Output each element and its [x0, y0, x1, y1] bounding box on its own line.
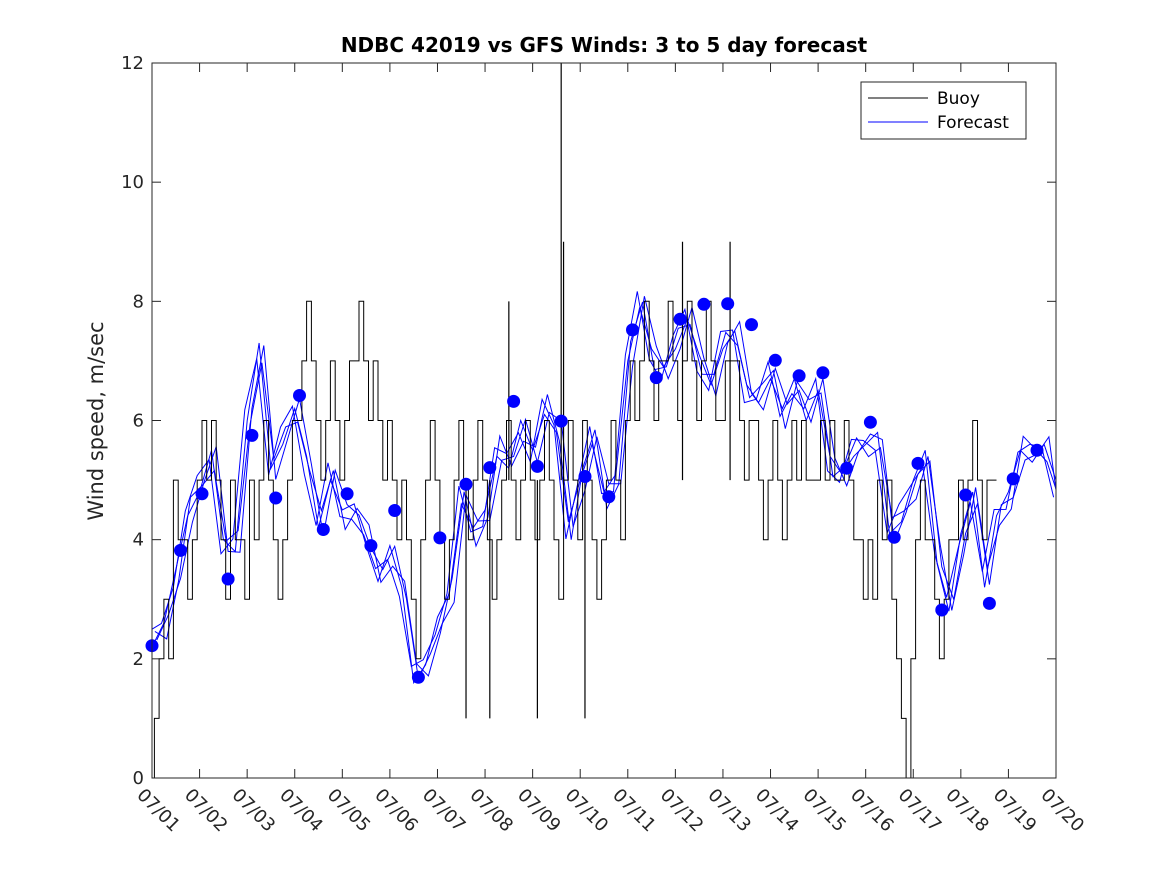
forecast-marker	[1006, 472, 1020, 486]
forecast-marker	[459, 477, 473, 491]
x-tick-label: 07/10	[561, 785, 613, 837]
y-tick-label: 4	[133, 530, 144, 551]
y-tick-label: 8	[133, 291, 144, 312]
forecast-marker	[649, 371, 663, 385]
x-tick-label: 07/17	[894, 785, 946, 837]
forecast-marker	[411, 670, 425, 684]
forecast-marker	[745, 318, 758, 332]
forecast-series-line	[151, 291, 1055, 668]
forecast-marker	[578, 470, 592, 483]
y-axis: 0 2 4 6 8 10 12	[121, 53, 1056, 789]
x-tick-label: 07/06	[370, 785, 422, 837]
forecast-marker	[316, 523, 330, 536]
forecast-series-line	[156, 296, 1057, 681]
forecast-marker	[364, 539, 378, 553]
legend-forecast-label: Forecast	[937, 113, 1009, 133]
forecast-marker	[840, 461, 854, 475]
plot-lines	[151, 63, 1057, 779]
x-tick-label: 07/02	[180, 785, 232, 837]
x-tick-label: 07/15	[799, 785, 851, 837]
y-tick-label: 10	[121, 172, 144, 193]
forecast-marker	[911, 456, 925, 470]
y-tick-label: 6	[133, 411, 144, 432]
forecast-marker	[174, 543, 187, 557]
forecast-marker	[768, 353, 782, 367]
forecast-marker	[245, 428, 259, 442]
plot-background	[152, 63, 1056, 778]
buoy-series-line	[152, 300, 997, 779]
y-axis-label: Wind speed, m/sec	[84, 321, 108, 520]
forecast-marker	[792, 369, 806, 383]
forecast-marker	[697, 297, 711, 311]
x-tick-label: 07/13	[703, 785, 755, 837]
forecast-marker	[602, 490, 616, 504]
forecast-marker	[935, 603, 949, 617]
forecast-marker	[554, 414, 568, 428]
x-tick-label: 07/04	[275, 785, 327, 837]
x-tick-label: 07/11	[608, 785, 660, 837]
forecast-marker	[721, 297, 735, 311]
forecast-marker	[982, 596, 996, 610]
forecast-marker	[293, 389, 306, 402]
x-tick-label: 07/16	[846, 785, 898, 837]
y-tick-label: 0	[133, 768, 144, 789]
forecast-marker	[887, 530, 901, 544]
forecast-marker	[816, 366, 830, 380]
forecast-marker	[530, 459, 544, 473]
y-tick-label: 12	[121, 53, 144, 74]
x-tick-label: 07/12	[656, 785, 708, 837]
forecast-marker	[673, 312, 687, 326]
forecast-marker	[507, 394, 521, 408]
forecast-marker	[626, 323, 639, 337]
forecast-marker	[863, 415, 877, 429]
x-tick-label: 07/01	[132, 785, 184, 837]
x-tick-label: 07/19	[989, 785, 1041, 837]
forecast-marker	[221, 572, 235, 586]
forecast-marker	[388, 504, 402, 517]
legend: Buoy Forecast	[860, 81, 1027, 140]
chart-title: NDBC 42019 vs GFS Winds: 3 to 5 day fore…	[341, 33, 868, 57]
legend-box	[860, 81, 1027, 140]
forecast-marker	[195, 487, 209, 501]
forecast-marker	[959, 488, 973, 502]
forecast-marker	[483, 461, 497, 475]
forecast-marker	[340, 487, 354, 501]
x-tick-label: 07/14	[751, 785, 803, 837]
x-tick-label: 07/20	[1036, 785, 1088, 837]
y-tick-label: 2	[133, 649, 144, 670]
forecast-marker	[433, 531, 447, 545]
x-tick-label: 07/03	[228, 785, 280, 837]
forecast-marker	[1030, 443, 1044, 457]
plot-markers	[145, 297, 1044, 684]
x-tick-label: 07/08	[466, 785, 518, 837]
legend-buoy-label: Buoy	[937, 89, 980, 109]
x-tick-label: 07/05	[323, 785, 375, 837]
forecast-marker	[269, 491, 283, 505]
x-tick-label: 07/07	[418, 785, 470, 837]
x-tick-label: 07/09	[513, 785, 565, 837]
x-tick-label: 07/18	[941, 785, 993, 837]
